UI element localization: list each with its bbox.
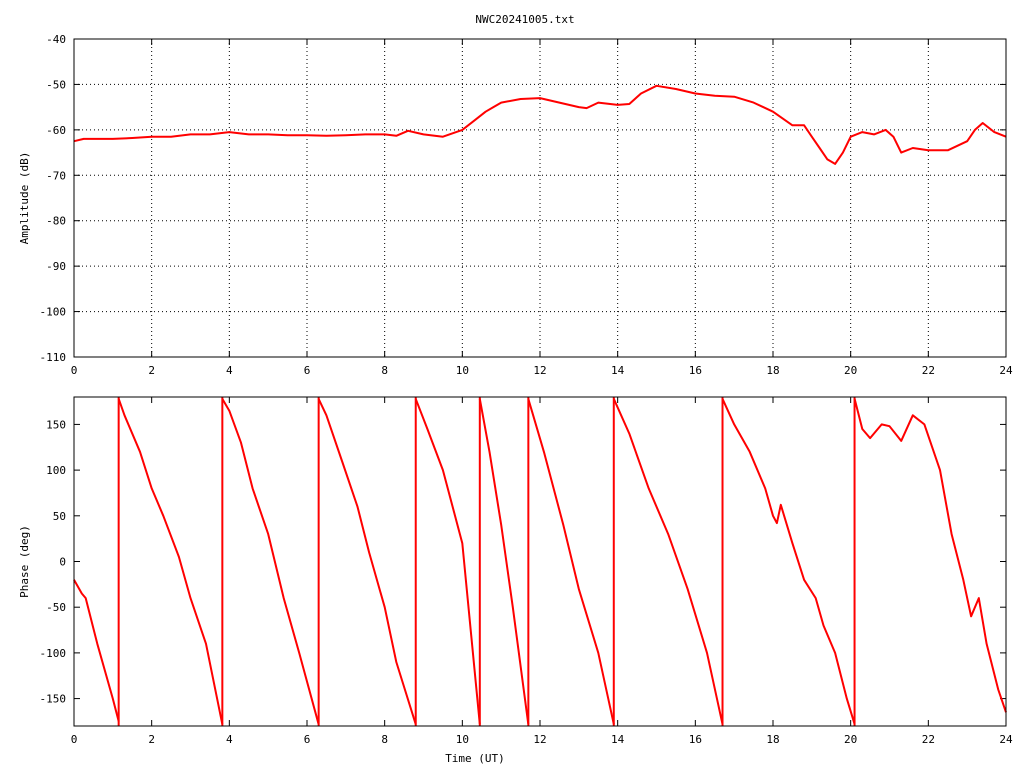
phase-xtick-label: 4 — [226, 733, 233, 746]
phase-ytick-label: -150 — [40, 693, 67, 706]
phase-ytick-label: 100 — [46, 464, 66, 477]
amp-ytick-label: -110 — [40, 351, 67, 364]
amp-xtick-label: 0 — [71, 364, 78, 377]
amp-xtick-label: 12 — [533, 364, 546, 377]
amp-xtick-label: 18 — [766, 364, 779, 377]
amp-xtick-label: 14 — [611, 364, 625, 377]
phase-series-line — [317, 398, 417, 725]
phase-xtick-label: 18 — [766, 733, 779, 746]
amp-xtick-label: 2 — [148, 364, 155, 377]
phase-series-line — [612, 398, 724, 725]
amp-ytick-label: -80 — [46, 215, 66, 228]
phase-ytick-label: 0 — [59, 556, 66, 569]
phase-series-line — [721, 398, 856, 725]
phase-xtick-label: 8 — [381, 733, 388, 746]
phase-ylabel: Phase (deg) — [18, 525, 31, 598]
phase-xtick-label: 10 — [456, 733, 469, 746]
phase-xtick-label: 6 — [304, 733, 311, 746]
phase-ytick-label: 50 — [53, 510, 66, 523]
phase-xtick-label: 0 — [71, 733, 78, 746]
phase-series-line — [527, 398, 615, 725]
phase-series-line — [117, 398, 224, 725]
phase-xtick-label: 20 — [844, 733, 857, 746]
amp-xtick-label: 24 — [999, 364, 1013, 377]
amp-plot-frame — [73, 38, 1007, 358]
phase-xtick-label: 12 — [533, 733, 546, 746]
chart-title: NWC20241005.txt — [475, 13, 574, 26]
amp-ytick-label: -100 — [40, 306, 67, 319]
phase-xtick-label: 16 — [689, 733, 702, 746]
amp-xtick-label: 16 — [689, 364, 702, 377]
amp-xtick-label: 22 — [922, 364, 935, 377]
amp-xtick-label: 6 — [304, 364, 311, 377]
phase-ytick-label: 150 — [46, 418, 66, 431]
phase-series-line — [221, 398, 320, 725]
amp-ytick-label: -50 — [46, 78, 66, 91]
phase-series-line — [414, 398, 481, 725]
amp-xtick-label: 8 — [381, 364, 388, 377]
phase-plot-frame — [73, 396, 1007, 727]
amp-ytick-label: -60 — [46, 124, 66, 137]
phase-series-line — [73, 579, 120, 722]
phase-ytick-label: -50 — [46, 601, 66, 614]
amp-xtick-label: 10 — [456, 364, 469, 377]
phase-xtick-label: 24 — [999, 733, 1013, 746]
phase-xtick-label: 14 — [611, 733, 625, 746]
phase-series-line — [853, 398, 1007, 713]
phase-xtick-label: 2 — [148, 733, 155, 746]
amp-xtick-label: 20 — [844, 364, 857, 377]
amp-ytick-label: -70 — [46, 169, 66, 182]
phase-ytick-label: -100 — [40, 647, 67, 660]
phase-xtick-label: 22 — [922, 733, 935, 746]
amp-xtick-label: 4 — [226, 364, 233, 377]
amp-ylabel: Amplitude (dB) — [18, 152, 31, 245]
amp-ytick-label: -40 — [46, 33, 66, 46]
amp-series-line — [73, 84, 1007, 165]
phase-series-line — [478, 398, 530, 725]
phase-xlabel: Time (UT) — [445, 752, 505, 765]
amp-ytick-label: -90 — [46, 260, 66, 273]
